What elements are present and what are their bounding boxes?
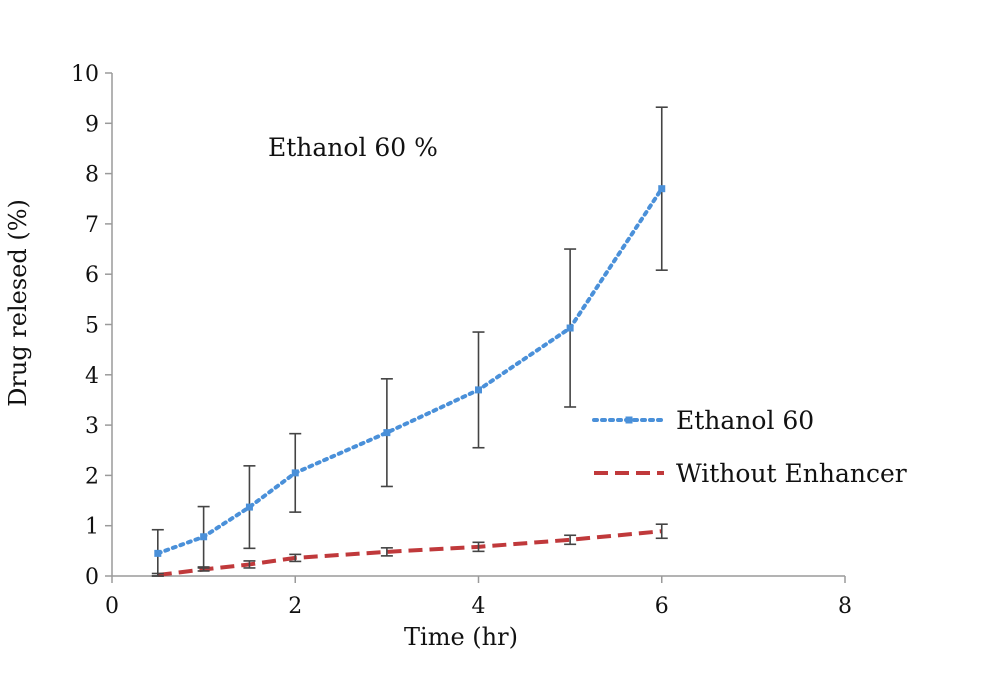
data-point-ethanol-60 (245, 503, 253, 511)
x-tick-label: 4 (472, 594, 486, 619)
y-tick-label: 3 (85, 414, 99, 439)
y-tick-label: 2 (85, 464, 99, 489)
data-point-ethanol-60 (658, 185, 666, 193)
y-axis-title: Drug relesed (%) (4, 199, 32, 407)
legend-label-ethanol-60: Ethanol 60 (676, 406, 814, 435)
legend-marker-ethanol-60 (625, 416, 633, 424)
series-line-without-enhancer (157, 529, 662, 577)
legend-label-without-enhancer: Without Enhancer (676, 459, 907, 488)
y-tick-label: 1 (85, 515, 99, 540)
chart-annotation: Ethanol 60 % (268, 133, 438, 162)
y-tick-label: 8 (85, 163, 99, 188)
y-tick-label: 5 (85, 314, 99, 339)
y-tick-label: 6 (85, 263, 99, 288)
plot-area: 0 1 2 3 4 5 6 7 8 9 10 0 2 4 6 8 (71, 62, 852, 619)
y-tick-label: 9 (85, 112, 99, 137)
x-tick-label: 2 (288, 594, 302, 619)
y-tick-label: 7 (85, 213, 99, 238)
x-axis-title: Time (hr) (404, 623, 518, 651)
y-tick-label: 10 (71, 62, 99, 87)
y-tick-label: 4 (85, 364, 99, 389)
x-tick-label: 8 (838, 594, 852, 619)
data-point-ethanol-60 (154, 549, 162, 557)
x-tick-label: 0 (105, 594, 119, 619)
data-point-ethanol-60 (383, 429, 391, 437)
data-point-ethanol-60 (566, 324, 574, 332)
data-point-ethanol-60 (291, 469, 299, 477)
data-point-ethanol-60 (200, 533, 208, 541)
y-tick-label: 0 (85, 565, 99, 590)
x-tick-label: 6 (655, 594, 669, 619)
legend: Ethanol 60 Without Enhancer (592, 406, 907, 488)
series-line-ethanol-60 (155, 186, 664, 556)
data-point-ethanol-60 (475, 386, 482, 394)
